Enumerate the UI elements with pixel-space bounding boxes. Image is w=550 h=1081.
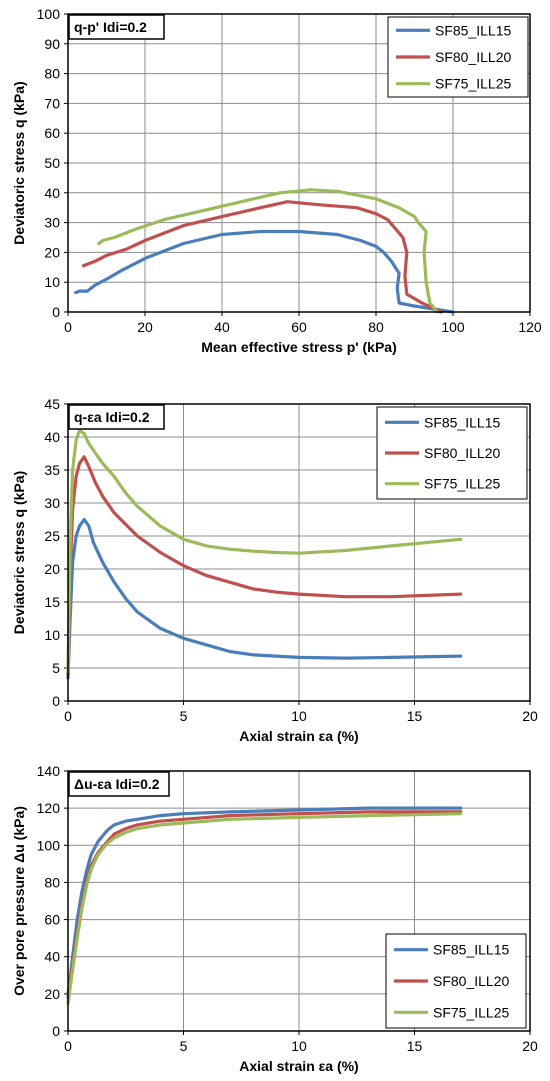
x-axis-label: Mean effective stress p' (kPa) bbox=[201, 339, 397, 355]
y-axis-label: Deviatoric stress q (kPa) bbox=[11, 81, 27, 244]
x-tick-label: 10 bbox=[291, 708, 307, 724]
x-tick-label: 20 bbox=[522, 1038, 538, 1054]
y-tick-label: 40 bbox=[44, 949, 60, 965]
y-tick-label: 140 bbox=[37, 763, 61, 779]
panel-title-box bbox=[68, 771, 170, 797]
x-tick-label: 15 bbox=[407, 708, 423, 724]
y-tick-label: 30 bbox=[44, 495, 60, 511]
x-tick-label: 100 bbox=[441, 319, 465, 335]
y-tick-label: 0 bbox=[52, 693, 60, 709]
y-tick-label: 80 bbox=[44, 66, 60, 82]
y-tick-label: 15 bbox=[44, 594, 60, 610]
y-tick-label: 80 bbox=[44, 874, 60, 890]
plot-border bbox=[67, 403, 531, 702]
y-tick-label: 100 bbox=[37, 6, 61, 22]
panel-title-box bbox=[68, 404, 165, 430]
legend-label: SF75_ILL25 bbox=[424, 476, 500, 492]
x-tick-label: 20 bbox=[522, 708, 538, 724]
y-tick-label: 20 bbox=[44, 561, 60, 577]
y-tick-label: 10 bbox=[44, 627, 60, 643]
y-tick-label: 20 bbox=[44, 244, 60, 260]
y-tick-label: 45 bbox=[44, 396, 60, 412]
x-tick-label: 0 bbox=[64, 708, 72, 724]
x-axis-label: Axial strain εa (%) bbox=[239, 728, 358, 744]
series-line-sf75_ill25 bbox=[66, 428, 463, 673]
y-tick-label: 0 bbox=[52, 304, 60, 320]
series-line-sf80_ill20 bbox=[81, 200, 443, 314]
y-tick-label: 35 bbox=[44, 462, 60, 478]
x-tick-label: 5 bbox=[180, 708, 188, 724]
y-tick-label: 70 bbox=[44, 95, 60, 111]
legend-label: SF75_ILL25 bbox=[433, 1004, 509, 1020]
y-tick-label: 100 bbox=[37, 837, 61, 853]
x-tick-label: 15 bbox=[407, 1038, 423, 1054]
series-line-sf75_ill25 bbox=[97, 188, 440, 314]
x-tick-label: 5 bbox=[180, 1038, 188, 1054]
panel-title: q-εa Idi=0.2 bbox=[74, 409, 150, 425]
y-tick-label: 25 bbox=[44, 528, 60, 544]
x-tick-label: 0 bbox=[64, 319, 72, 335]
x-tick-label: 20 bbox=[137, 319, 153, 335]
panel-title: q-p' Idi=0.2 bbox=[74, 19, 147, 35]
y-tick-label: 30 bbox=[44, 215, 60, 231]
x-axis-label: Axial strain εa (%) bbox=[239, 1058, 358, 1074]
legend-label: SF80_ILL20 bbox=[433, 973, 509, 989]
legend-label: SF85_ILL15 bbox=[433, 942, 509, 958]
series-line-sf75_ill25 bbox=[66, 812, 463, 1005]
series-line-sf85_ill15 bbox=[66, 806, 463, 1000]
y-tick-label: 10 bbox=[44, 274, 60, 290]
x-tick-label: 40 bbox=[214, 319, 230, 335]
legend-label: SF80_ILL20 bbox=[435, 49, 511, 65]
plot-border bbox=[67, 13, 531, 313]
y-tick-label: 20 bbox=[44, 986, 60, 1002]
x-tick-label: 80 bbox=[368, 319, 384, 335]
series-line-sf85_ill15 bbox=[66, 517, 463, 680]
y-tick-label: 40 bbox=[44, 429, 60, 445]
y-tick-label: 90 bbox=[44, 36, 60, 52]
x-tick-label: 60 bbox=[291, 319, 307, 335]
panel-title: Δu-εa Idi=0.2 bbox=[74, 776, 160, 792]
y-tick-label: 60 bbox=[44, 125, 60, 141]
chart-panel-3: 0 20 40 60 80 100 120 140 0 5 10 15 20 Δu-εa Idi=0.2 S… bbox=[11, 763, 538, 1074]
chart-panel-1: 0 10 20 30 40 50 60 70 80 90 100 0 20 40 60 80 100 120 q-p… bbox=[11, 6, 542, 355]
y-tick-label: 40 bbox=[44, 185, 60, 201]
y-axis-label: Over pore pressure Δu (kPa) bbox=[11, 806, 27, 996]
legend-label: SF80_ILL20 bbox=[424, 445, 500, 461]
y-tick-label: 60 bbox=[44, 912, 60, 928]
y-tick-label: 120 bbox=[37, 800, 61, 816]
chart-panel-2: 0 5 10 15 20 25 30 35 40 45 0 5 10 15 20 q-εa Idi=0.2 SF… bbox=[11, 396, 538, 744]
y-axis-label: Deviatoric stress q (kPa) bbox=[11, 471, 27, 634]
series-line-sf80_ill20 bbox=[66, 455, 463, 677]
x-tick-label: 10 bbox=[291, 1038, 307, 1054]
x-tick-label: 0 bbox=[64, 1038, 72, 1054]
plot-border bbox=[67, 770, 531, 1032]
legend-label: SF85_ILL15 bbox=[424, 414, 500, 430]
panel-title-box bbox=[68, 14, 165, 40]
legend-label: SF75_ILL25 bbox=[435, 76, 511, 92]
y-tick-label: 0 bbox=[52, 1023, 60, 1039]
legend-label: SF85_ILL15 bbox=[435, 22, 511, 38]
y-tick-label: 5 bbox=[52, 660, 60, 676]
y-tick-label: 50 bbox=[44, 155, 60, 171]
series-line-sf85_ill15 bbox=[74, 229, 455, 314]
x-tick-label: 120 bbox=[518, 319, 542, 335]
